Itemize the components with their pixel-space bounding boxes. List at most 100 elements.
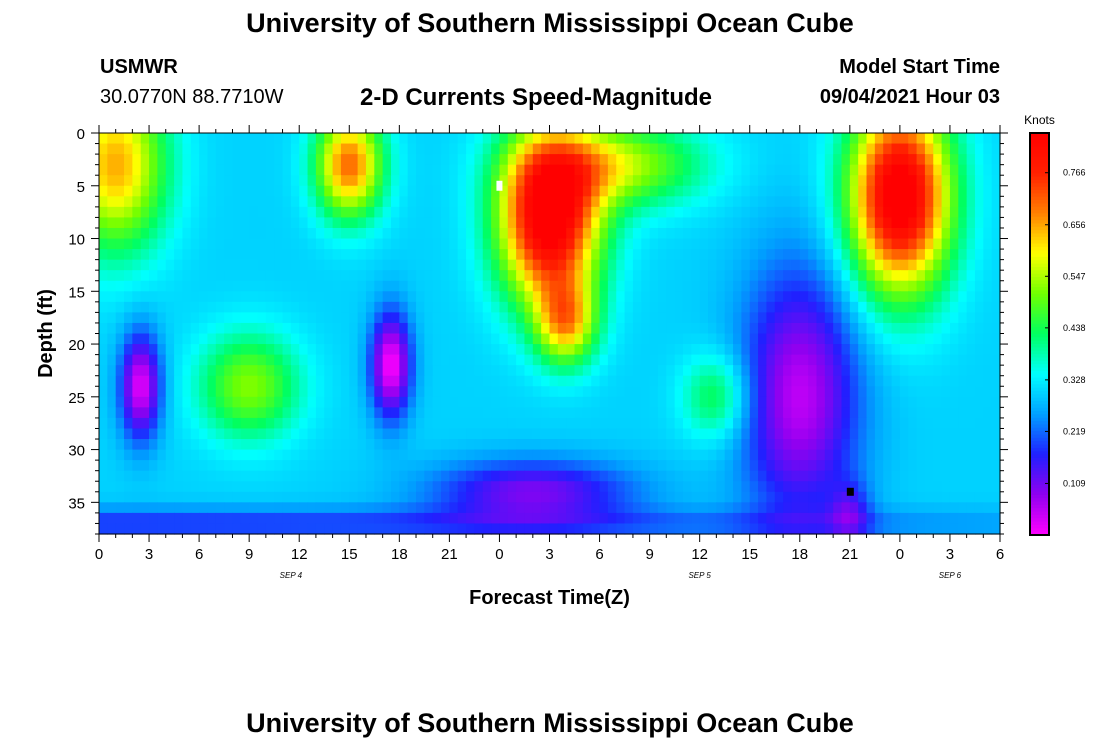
heatmap-cell [607, 460, 617, 472]
heatmap-cell [165, 396, 175, 408]
heatmap-cell [466, 481, 476, 493]
x-tick-label: 9 [645, 546, 653, 563]
heatmap-cell [632, 185, 642, 197]
heatmap-cell [491, 470, 501, 482]
heatmap-cell [357, 164, 367, 176]
heatmap-cell [240, 502, 250, 514]
heatmap-cell [933, 354, 943, 366]
heatmap-cell [716, 407, 726, 419]
heatmap-cell [908, 502, 918, 514]
heatmap-cell [841, 322, 851, 335]
y-tick-label: 30 [68, 443, 85, 460]
heatmap-cell [708, 333, 717, 345]
heatmap-cell [924, 301, 934, 313]
heatmap-cell [716, 460, 726, 472]
colorbar-segment [1030, 474, 1049, 479]
heatmap-cell [682, 396, 692, 408]
heatmap-cell [307, 196, 317, 208]
heatmap-cell [774, 196, 784, 208]
heatmap-cell [524, 227, 534, 240]
heatmap-cell [749, 407, 759, 419]
heatmap-cell [833, 164, 843, 176]
heatmap-cell [99, 206, 108, 219]
heatmap-cell [290, 512, 300, 525]
heatmap-cell [324, 270, 334, 282]
heatmap-cell [132, 249, 142, 261]
heatmap-cell [649, 280, 659, 292]
heatmap-cell [883, 196, 893, 208]
heatmap-cell [499, 491, 509, 503]
heatmap-cell [632, 481, 642, 493]
heatmap-cell [516, 354, 526, 366]
heatmap-cell [899, 280, 909, 292]
heatmap-cell [833, 217, 843, 229]
heatmap-cell [899, 460, 909, 472]
heatmap-cell [783, 354, 793, 366]
heatmap-cell [182, 164, 192, 176]
heatmap-cell [808, 523, 818, 535]
heatmap-cell [708, 143, 717, 155]
heatmap-cell [566, 280, 576, 292]
heatmap-cell [591, 333, 601, 345]
heatmap-cell [332, 164, 342, 176]
heatmap-cell [399, 386, 409, 398]
heatmap-cell [332, 439, 342, 451]
heatmap-cell [691, 312, 701, 324]
heatmap-cell [741, 333, 751, 345]
heatmap-cell [399, 322, 409, 335]
heatmap-cell [841, 143, 851, 155]
heatmap-cell [340, 217, 350, 229]
heatmap-cell [124, 249, 133, 261]
heatmap-cell [232, 354, 242, 366]
heatmap-cell [199, 312, 209, 324]
heatmap-cell [682, 386, 692, 398]
heatmap-cell [207, 407, 217, 419]
heatmap-cell [282, 164, 292, 176]
heatmap-cell [265, 491, 275, 503]
heatmap-cell [699, 227, 709, 240]
heatmap-cell [974, 217, 984, 229]
heatmap-cell [699, 301, 709, 313]
heatmap-cell [240, 439, 250, 451]
heatmap-cell [874, 512, 884, 525]
heatmap-cell [240, 523, 250, 535]
heatmap-cell [557, 512, 567, 525]
heatmap-cell [516, 259, 526, 271]
heatmap-cell [374, 354, 384, 366]
heatmap-cell [708, 291, 717, 303]
heatmap-cell [724, 270, 734, 282]
heatmap-cell [299, 470, 309, 482]
heatmap-cell [607, 164, 617, 176]
heatmap-cell [190, 259, 200, 271]
heatmap-cell [324, 154, 334, 166]
heatmap-cell [799, 375, 809, 387]
heatmap-cell [632, 470, 642, 482]
heatmap-cell [190, 481, 200, 493]
heatmap-cell [541, 386, 551, 398]
y-tick-label: 0 [77, 126, 85, 143]
heatmap-cell [299, 175, 309, 187]
heatmap-cell [674, 439, 684, 451]
heatmap-cell [632, 386, 642, 398]
heatmap-cell [290, 133, 300, 145]
heatmap-cell [165, 439, 175, 451]
heatmap-cell [457, 301, 467, 313]
heatmap-cell [891, 407, 901, 419]
heatmap-cell [491, 217, 501, 229]
heatmap-cell [716, 185, 726, 197]
heatmap-cell [733, 143, 742, 155]
heatmap-cell [449, 154, 459, 166]
heatmap-cell [99, 491, 108, 503]
heatmap-cell [290, 396, 300, 408]
heatmap-cell [899, 301, 909, 313]
heatmap-cell [966, 312, 976, 324]
heatmap-cell [516, 460, 526, 472]
heatmap-cell [365, 291, 375, 303]
heatmap-cell [599, 375, 609, 387]
heatmap-cell [958, 396, 968, 408]
heatmap-cell [657, 217, 667, 229]
heatmap-cell [232, 291, 242, 303]
heatmap-cell [674, 502, 684, 514]
heatmap-cell [199, 280, 209, 292]
heatmap-cell [933, 249, 943, 261]
